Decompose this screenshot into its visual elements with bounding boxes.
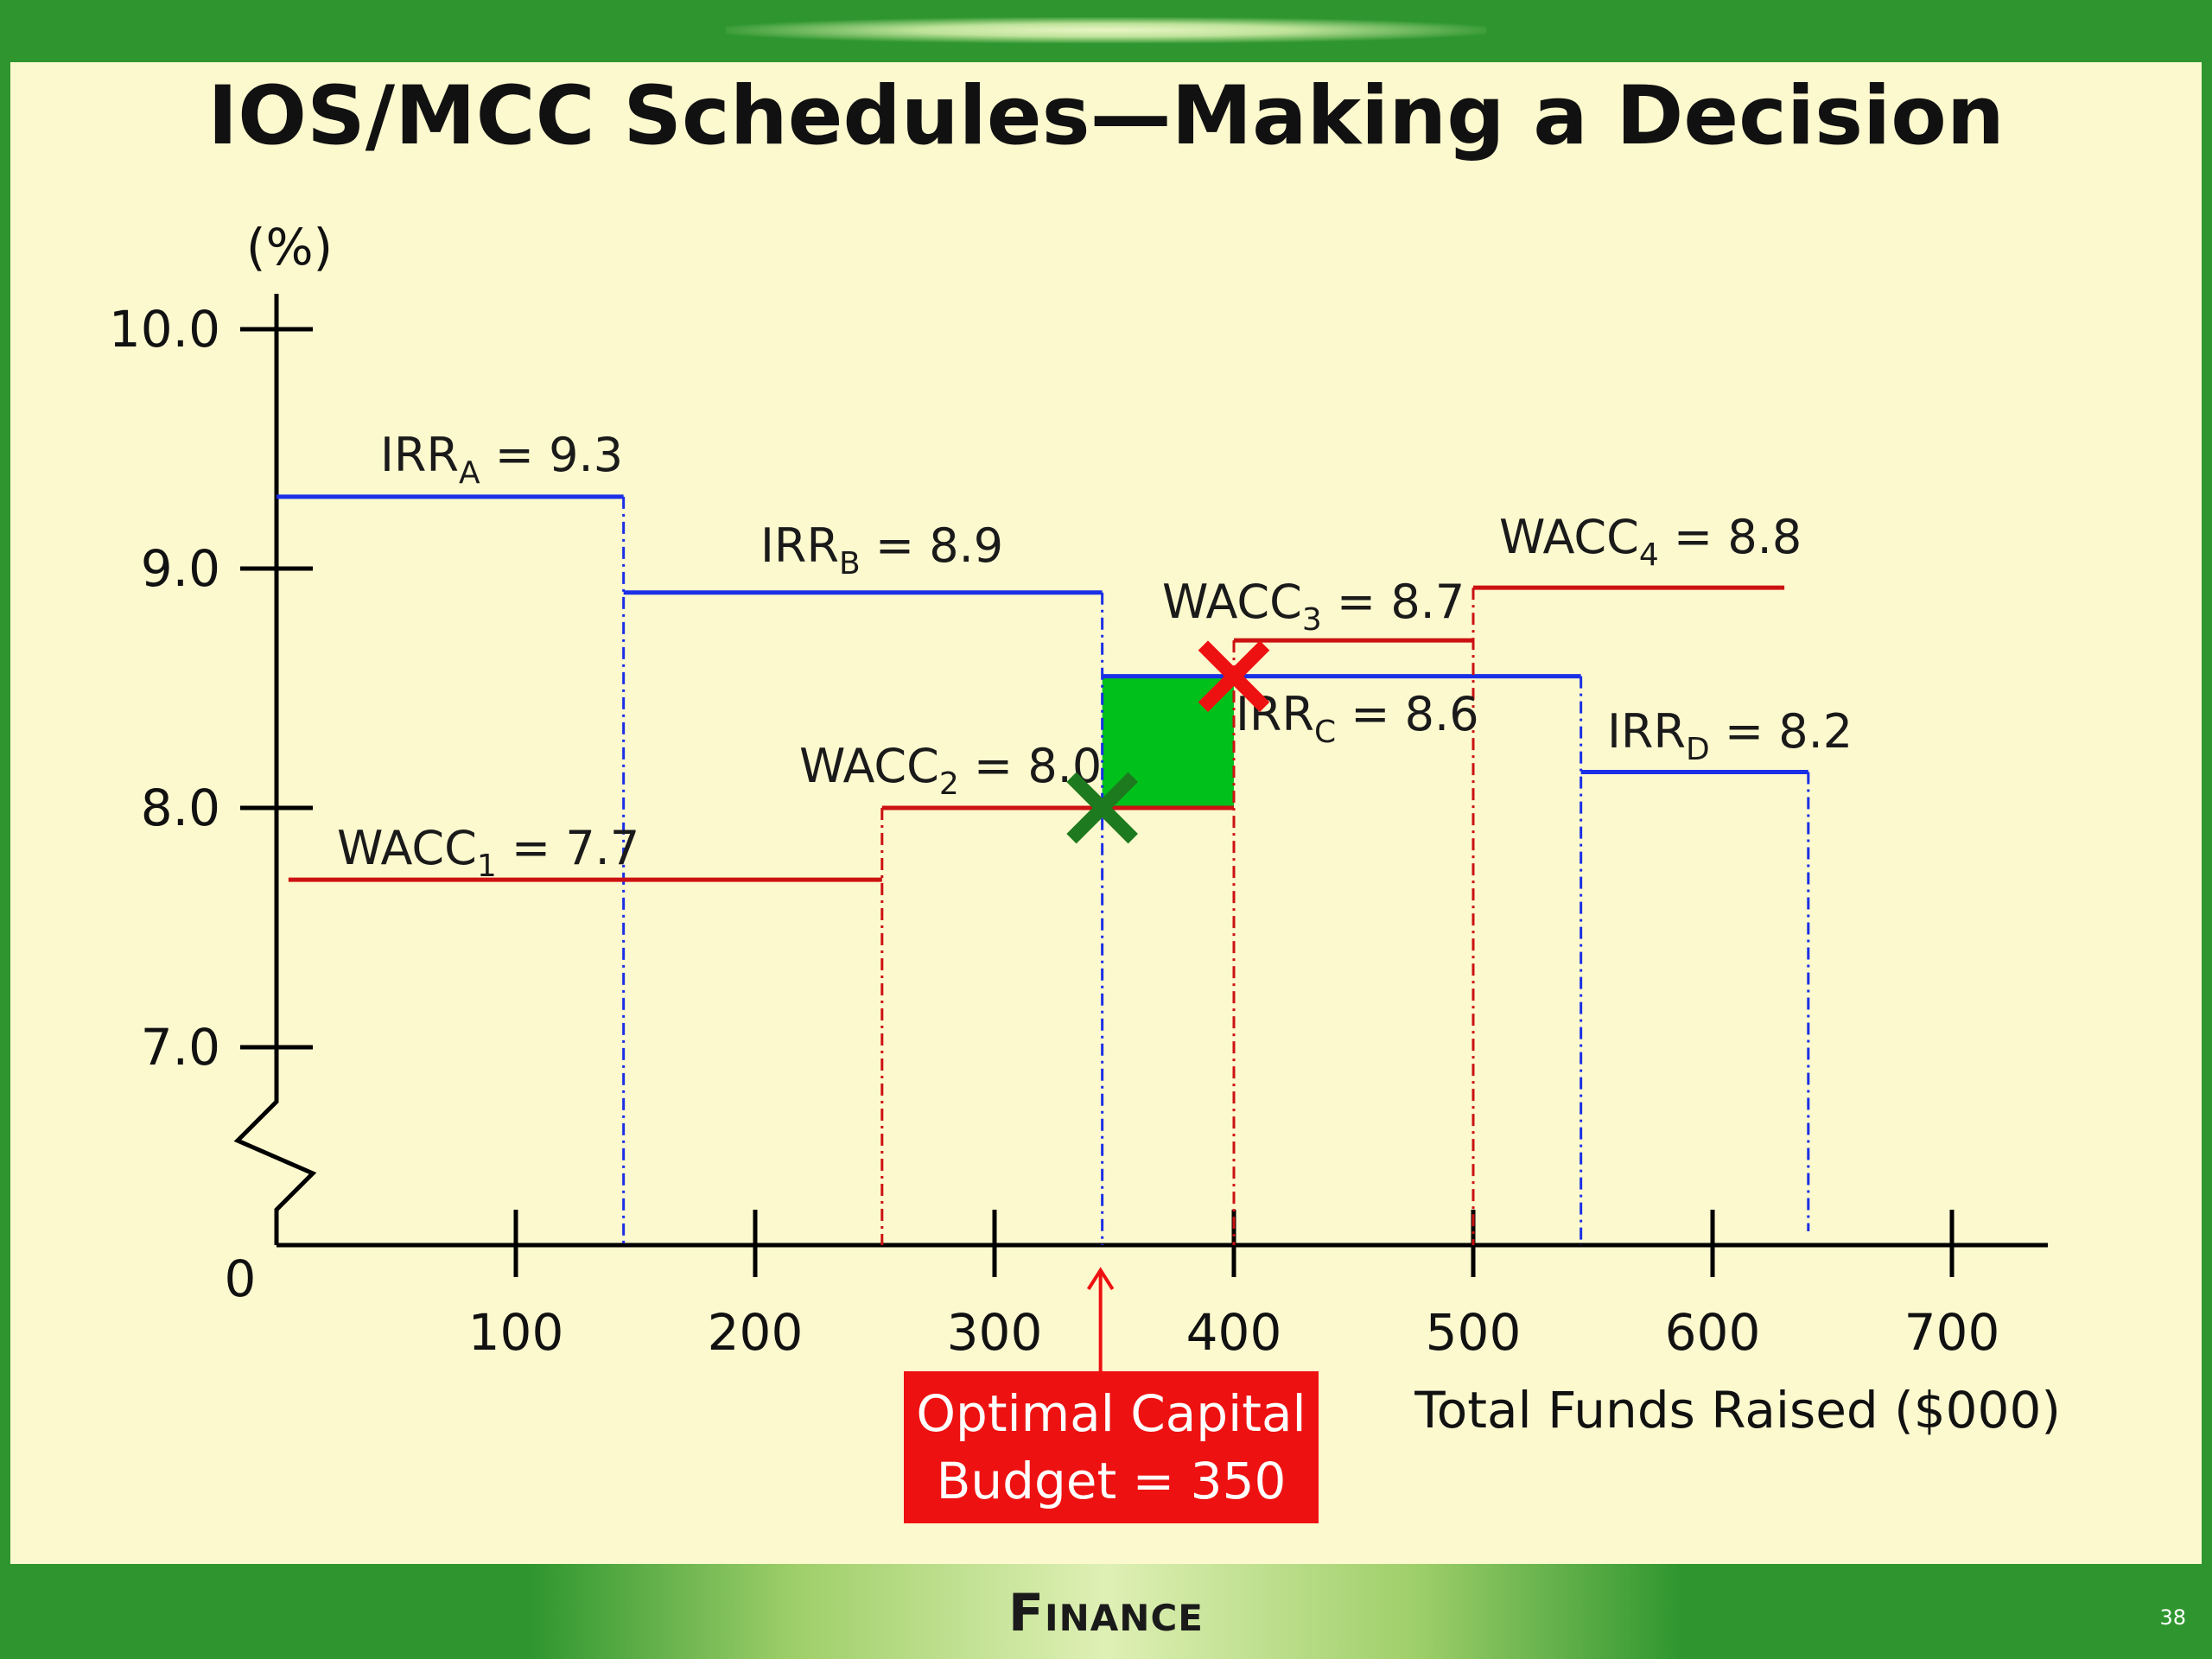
callout-line-1: Optimal Capital [916,1384,1306,1443]
y-tick-label-10.0: 10.0 [109,300,220,359]
x-tick-label-700: 700 [1904,1303,2000,1362]
y-tick-label-8.0: 8.0 [141,779,220,837]
footer-label: Finance [1008,1583,1204,1643]
x-axis-label: Total Funds Raised ($000) [1414,1381,2061,1440]
origin-label: 0 [225,1249,257,1308]
x-tick-label-100: 100 [468,1303,564,1362]
top-glow [726,17,1486,43]
irr-label-c: IRRC = 8.6 [1236,687,1479,750]
irr-label-b: IRRB = 8.9 [760,518,1003,582]
irr-label-d: IRRD = 8.2 [1607,704,1853,767]
irr-label-a: IRRA = 9.3 [380,428,623,491]
wacc-label-3: WACC3 = 8.7 [1162,575,1465,638]
optimal-budget-callout: Optimal Capital Budget = 350 [904,1371,1319,1523]
rejected-marker [1198,640,1270,712]
callout-line-2: Budget = 350 [936,1452,1287,1510]
wacc-label-2: WACC2 = 8.0 [799,739,1102,802]
x-tick-label-600: 600 [1665,1303,1761,1362]
wacc-label-4: WACC4 = 8.8 [1499,510,1802,573]
page-number: 38 [2159,1605,2186,1630]
callout-arrow-head [1086,1267,1115,1291]
wacc-label-1: WACC1 = 7.7 [337,821,639,884]
y-axis [233,294,317,1245]
x-tick-label-400: 400 [1186,1303,1282,1362]
x-tick-label-200: 200 [708,1303,804,1362]
y-axis-label: (%) [246,218,333,276]
y-tick-label-9.0: 9.0 [141,539,220,598]
optimal-marker [1066,772,1138,844]
footer-bar [0,1564,2212,1659]
y-tick-label-7.0: 7.0 [141,1018,220,1077]
x-tick-label-300: 300 [947,1303,1043,1362]
slide-title: IOS/MCC Schedules—Making a Decision [207,69,2005,163]
x-tick-label-500: 500 [1426,1303,1522,1362]
